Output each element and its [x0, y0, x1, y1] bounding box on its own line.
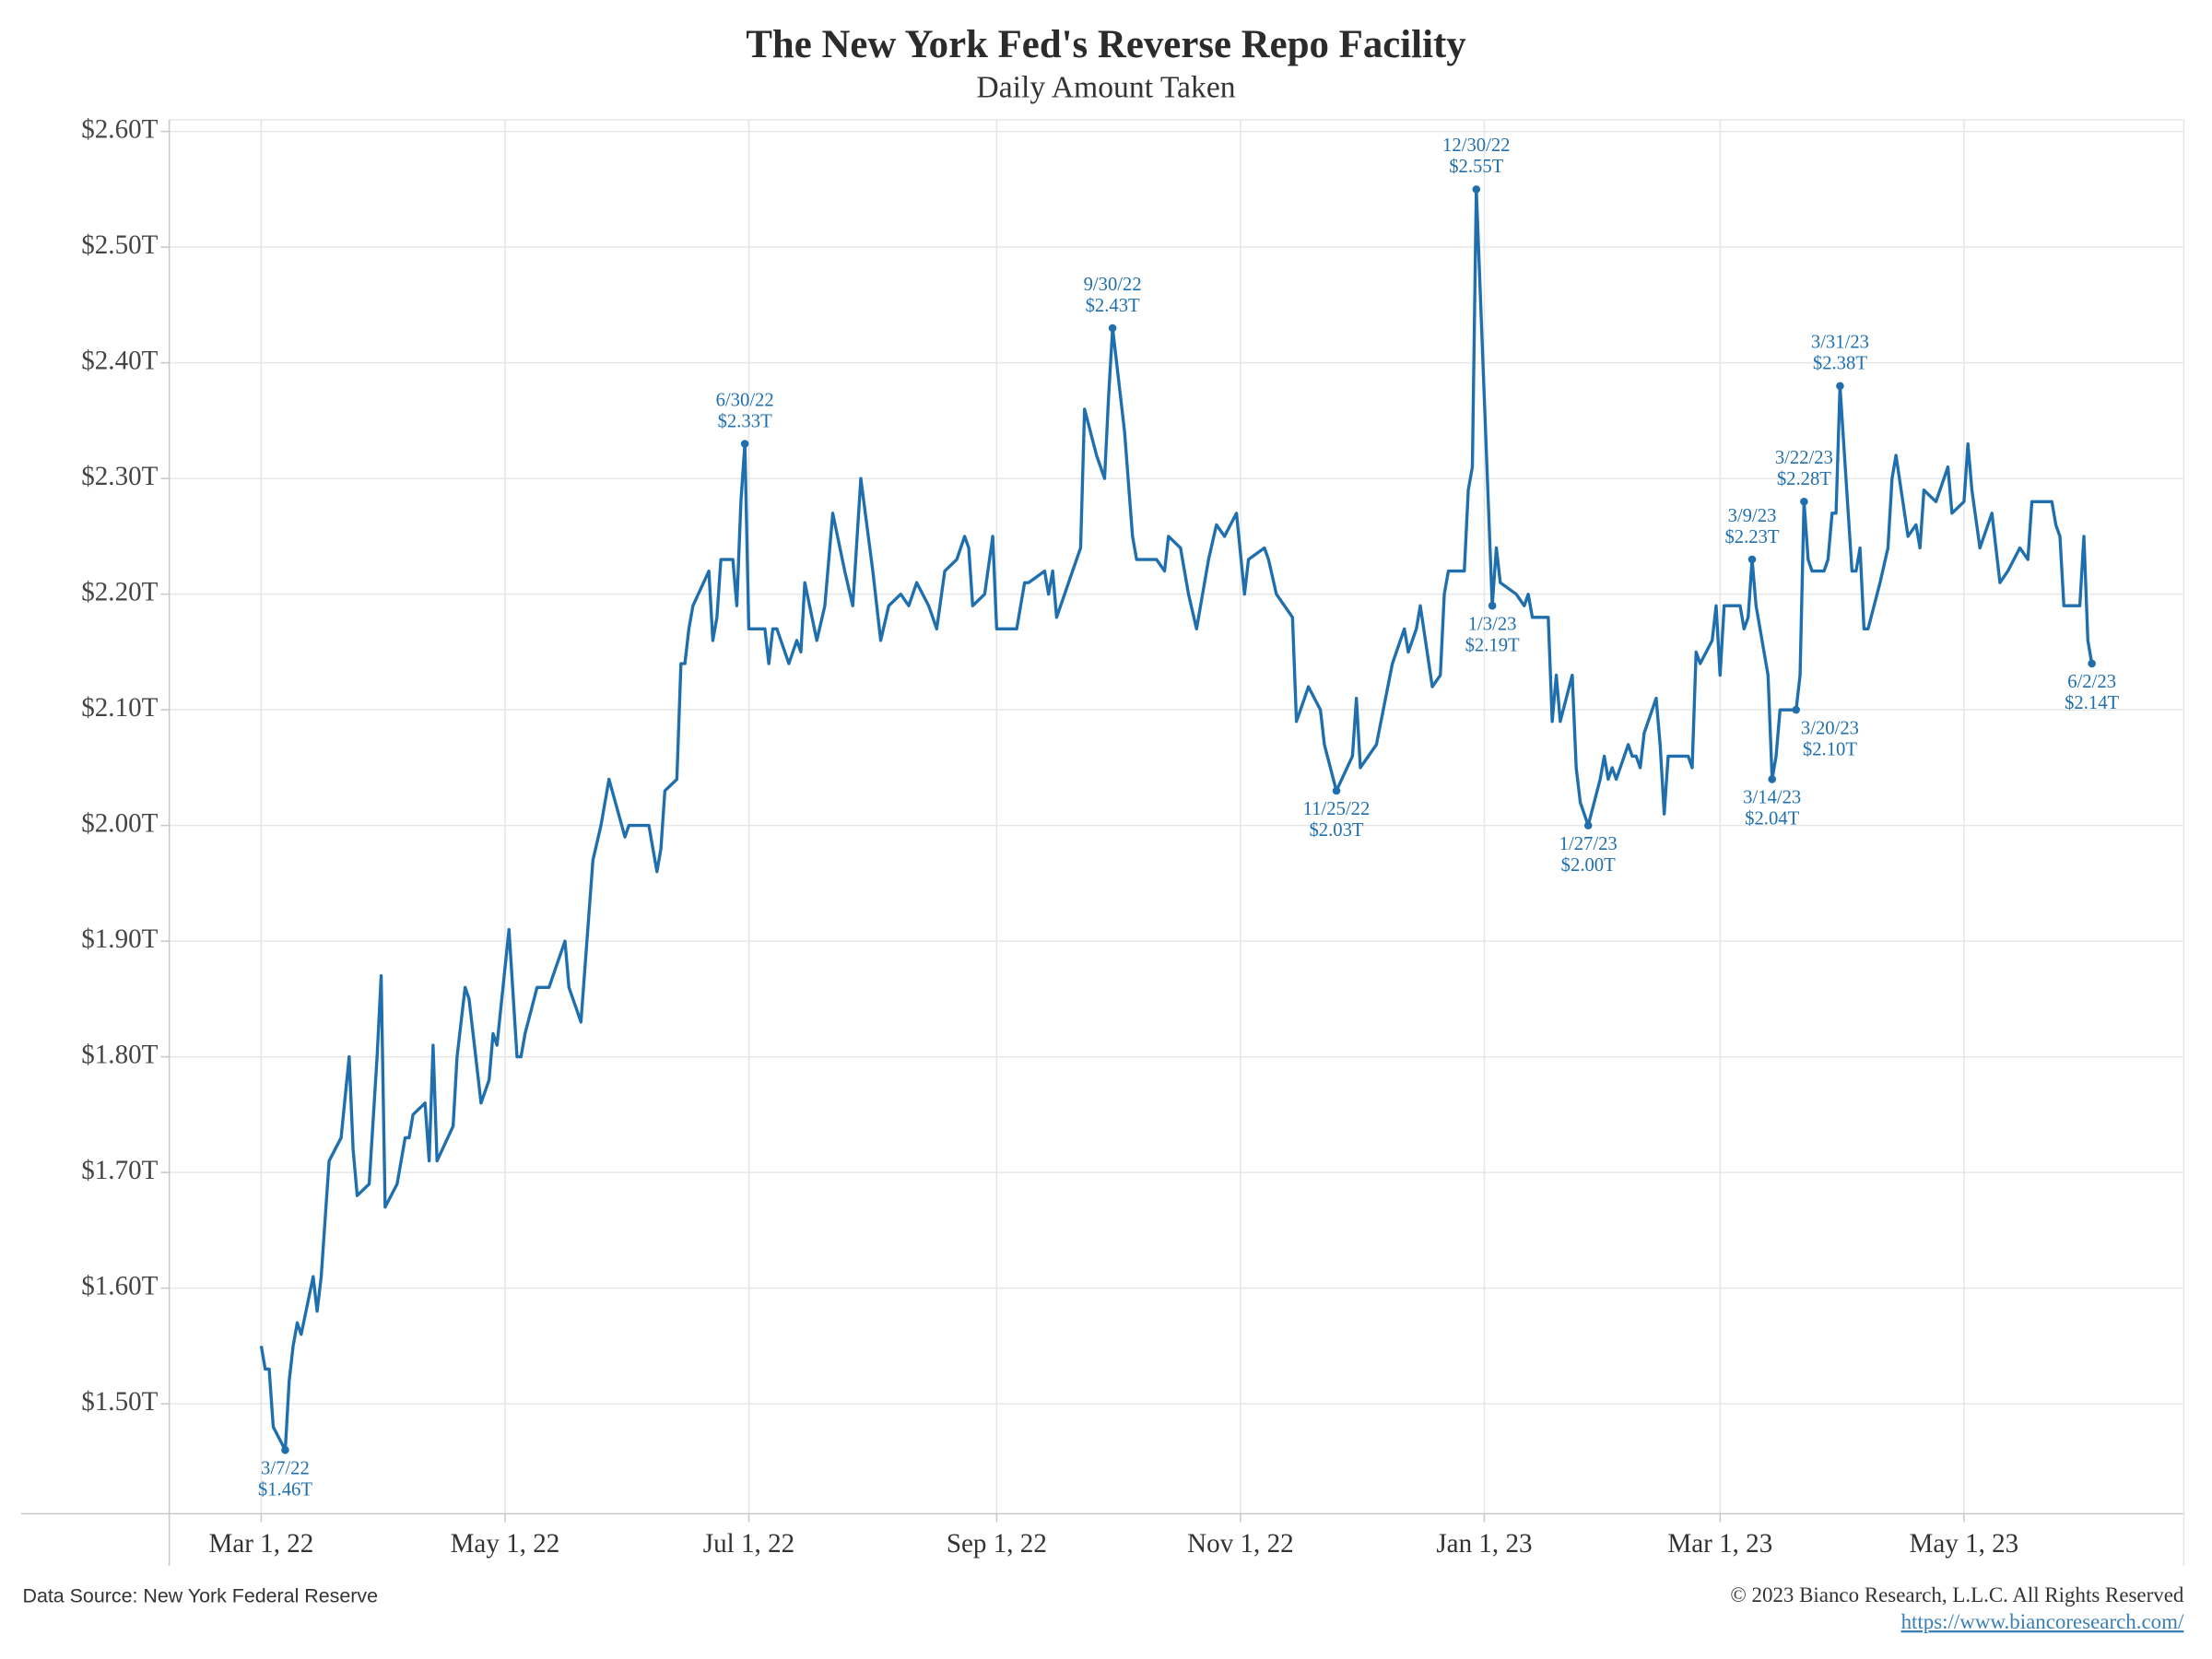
annotation-value: $2.04T: [1745, 809, 1799, 830]
y-tick-label: $2.20T: [81, 577, 158, 606]
annotation-date: 3/20/23: [1801, 718, 1859, 738]
annotation-date: 12/30/22: [1442, 135, 1510, 156]
annotation-date: 11/25/22: [1303, 799, 1371, 819]
chart-subtitle: Daily Amount Taken: [976, 71, 1235, 105]
annotation-point: [1488, 601, 1497, 610]
chart-title: The New York Fed's Reverse Repo Facility: [746, 23, 1465, 66]
annotation-value: $2.19T: [1465, 635, 1520, 655]
annotation-point: [1836, 382, 1844, 391]
annotation-point: [1800, 497, 1808, 506]
annotation-value: $2.14T: [2065, 693, 2119, 713]
annotation-point: [1792, 705, 1801, 714]
annotation-point: [1768, 775, 1776, 783]
x-tick-label: Jul 1, 22: [703, 1529, 794, 1559]
y-tick-label: $2.50T: [81, 230, 158, 260]
y-tick-label: $2.00T: [81, 808, 158, 838]
annotation-point: [1332, 786, 1341, 795]
annotation-date: 3/22/23: [1775, 448, 1833, 468]
annotation-value: $2.38T: [1813, 354, 1867, 374]
y-tick-label: $1.80T: [81, 1040, 158, 1069]
website-link[interactable]: https://www.biancoresearch.com/: [1901, 1610, 2184, 1633]
annotation-value: $2.28T: [1777, 469, 1831, 489]
y-tick-label: $1.70T: [81, 1156, 158, 1185]
annotation-date: 3/9/23: [1728, 506, 1777, 526]
source-note: Data Source: New York Federal Reserve: [22, 1584, 378, 1606]
y-tick-label: $1.90T: [81, 924, 158, 954]
annotation-point: [740, 440, 749, 448]
y-tick-label: $2.30T: [81, 462, 158, 491]
annotation-value: $2.55T: [1449, 157, 1503, 177]
annotation-date: 6/30/22: [716, 390, 774, 410]
annotation-value: $2.03T: [1309, 820, 1363, 841]
annotation-point: [2088, 659, 2096, 668]
annotation-date: 3/31/23: [1811, 333, 1869, 353]
annotation-value: $2.10T: [1803, 739, 1857, 759]
copyright: © 2023 Bianco Research, L.L.C. All Right…: [1730, 1583, 2184, 1606]
y-tick-label: $2.40T: [81, 346, 158, 375]
y-tick-label: $1.60T: [81, 1271, 158, 1300]
y-tick-label: $2.60T: [81, 114, 158, 144]
y-tick-label: $1.50T: [81, 1387, 158, 1417]
y-tick-label: $2.10T: [81, 693, 158, 723]
annotation-value: $2.43T: [1086, 296, 1140, 316]
annotation-point: [1747, 555, 1757, 564]
annotation-date: 1/3/23: [1468, 614, 1517, 634]
annotation-value: $1.46T: [258, 1479, 312, 1500]
annotation-value: $2.00T: [1561, 855, 1616, 876]
x-tick-label: Nov 1, 22: [1187, 1529, 1294, 1559]
annotation-point: [1108, 324, 1117, 333]
annotation-point: [1472, 185, 1481, 194]
series-line: [259, 187, 2094, 1452]
annotation-date: 3/7/22: [261, 1458, 310, 1478]
annotation-date: 6/2/23: [2067, 672, 2116, 692]
annotation-point: [1583, 821, 1593, 830]
x-tick-label: May 1, 22: [451, 1529, 560, 1559]
annotation-date: 9/30/22: [1084, 275, 1142, 295]
annotation-value: $2.23T: [1724, 527, 1779, 547]
annotation-date: 3/14/23: [1743, 788, 1801, 808]
annotation-point: [281, 1446, 289, 1454]
annotation-value: $2.33T: [718, 411, 772, 431]
x-tick-label: Sep 1, 22: [947, 1529, 1047, 1559]
x-tick-label: Mar 1, 23: [1667, 1529, 1772, 1559]
x-tick-label: Mar 1, 22: [208, 1529, 313, 1559]
x-tick-label: Jan 1, 23: [1436, 1529, 1532, 1559]
annotation-date: 1/27/23: [1559, 834, 1618, 854]
x-tick-label: May 1, 23: [1910, 1529, 2019, 1559]
